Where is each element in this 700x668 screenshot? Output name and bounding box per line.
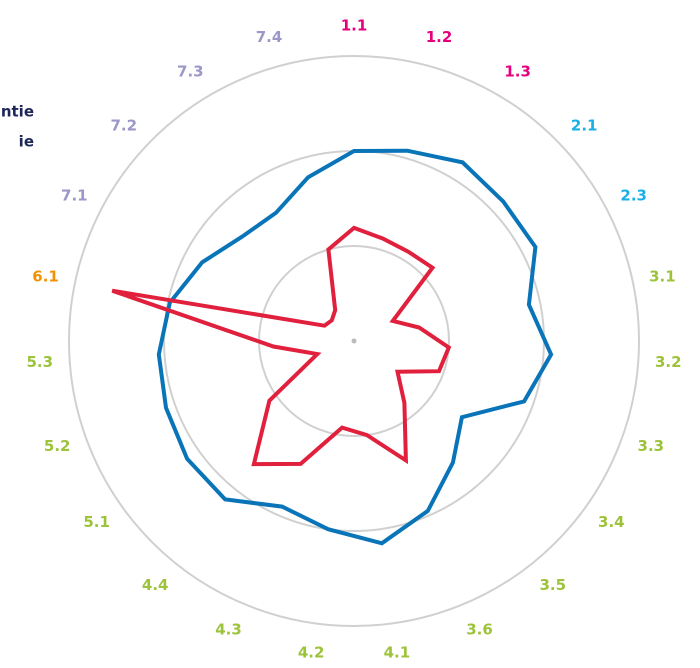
- category-label: 3.2: [655, 353, 682, 371]
- category-label: 4.2: [298, 644, 325, 662]
- category-label: 3.3: [638, 437, 665, 455]
- category-label: 4.1: [384, 644, 411, 662]
- category-label: 3.4: [598, 513, 625, 531]
- category-label: 7.2: [110, 116, 137, 134]
- series-line: [156, 148, 554, 546]
- series-line: [111, 225, 452, 467]
- category-label: 4.4: [142, 576, 169, 594]
- category-label: 1.3: [504, 62, 531, 80]
- category-label: 1.1: [341, 17, 368, 35]
- category-label: 6.1: [32, 267, 59, 285]
- category-label: 7.1: [61, 187, 88, 205]
- category-label: 3.1: [649, 267, 676, 285]
- category-label: 2.3: [620, 187, 647, 205]
- category-label: 3.6: [466, 620, 493, 638]
- category-label: 5.2: [44, 437, 71, 455]
- category-label: 5.3: [26, 353, 53, 371]
- category-label: 1.2: [426, 28, 453, 46]
- category-label: 2.1: [571, 116, 598, 134]
- category-label: 7.3: [177, 62, 204, 80]
- center-dot: [351, 338, 357, 344]
- legend-label: ie: [19, 133, 34, 151]
- legend-label: ntie: [1, 103, 34, 121]
- category-label: 3.5: [540, 576, 567, 594]
- grid-ring: [68, 55, 640, 627]
- category-label: 5.1: [83, 513, 110, 531]
- category-label: 7.4: [256, 28, 283, 46]
- category-label: 4.3: [215, 620, 242, 638]
